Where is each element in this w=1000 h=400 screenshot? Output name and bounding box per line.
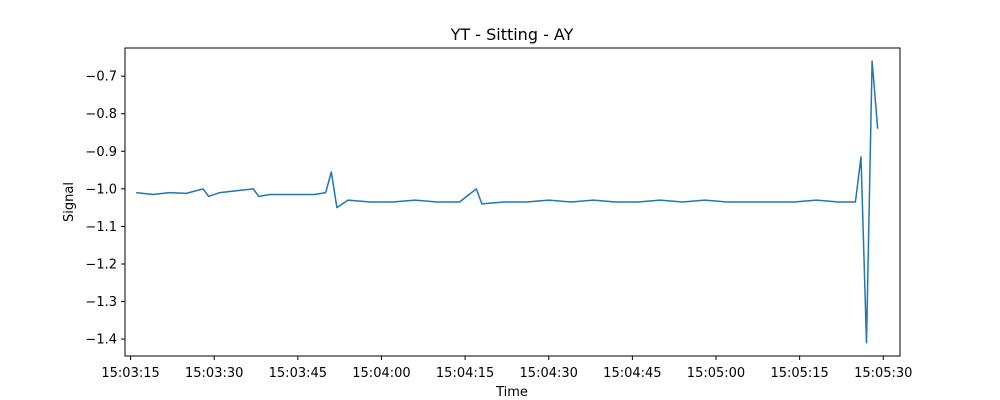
plot-frame xyxy=(124,47,901,357)
x-tick-label: 15:04:30 xyxy=(520,366,578,381)
series-line-signal xyxy=(136,60,879,344)
x-tick-label: 15:03:30 xyxy=(185,366,243,381)
x-tick-label: 15:03:15 xyxy=(101,366,159,381)
x-tick-label: 15:05:00 xyxy=(687,366,745,381)
x-axis-title: Time xyxy=(495,385,528,400)
y-tick-label: −1.2 xyxy=(85,257,117,272)
chart-title: YT - Sitting - AY xyxy=(450,25,574,44)
x-tick-label: 15:05:15 xyxy=(770,366,828,381)
y-axis: −0.7 −0.8 −0.9 −1.0 −1.1 −1.2 −1.3 −1.4 xyxy=(85,70,125,348)
x-tick-label: 15:04:00 xyxy=(352,366,410,381)
x-tick-label: 15:05:30 xyxy=(854,366,912,381)
x-tick-label: 15:04:15 xyxy=(436,366,494,381)
y-tick-label: −1.1 xyxy=(85,220,117,235)
y-tick-label: −0.7 xyxy=(85,70,117,85)
y-tick-label: −0.9 xyxy=(85,145,117,160)
y-tick-label: −1.0 xyxy=(85,182,117,197)
y-tick-label: −1.4 xyxy=(85,333,117,348)
x-tick-label: 15:03:45 xyxy=(269,366,327,381)
x-tick-label: 15:04:45 xyxy=(603,366,661,381)
y-tick-label: −0.8 xyxy=(85,107,117,122)
y-axis-title: Signal xyxy=(62,182,77,222)
x-axis: 15:03:15 15:03:30 15:03:45 15:04:00 15:04:15… xyxy=(101,356,912,381)
y-tick-label: −1.3 xyxy=(85,295,117,310)
